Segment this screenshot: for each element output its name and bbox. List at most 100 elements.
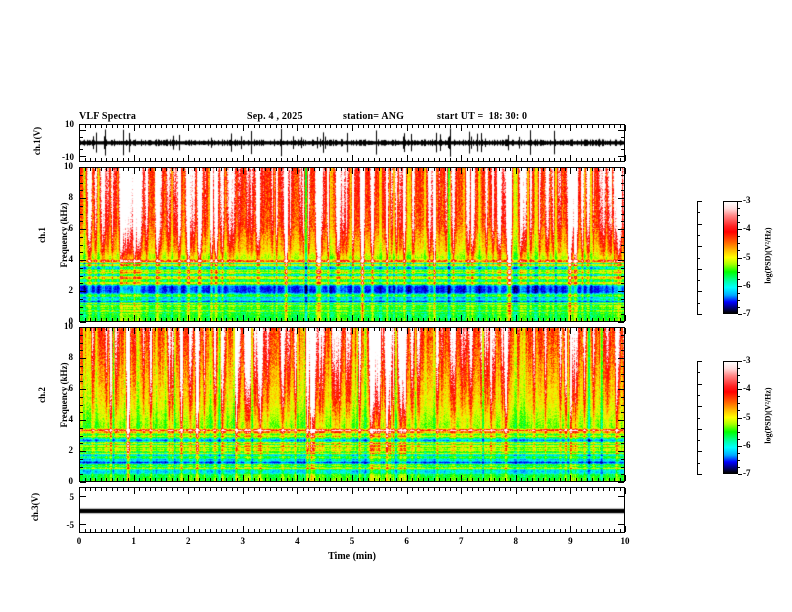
x-tick <box>297 125 299 131</box>
x-tick <box>417 529 419 532</box>
x-tick <box>253 158 255 161</box>
x-tick <box>581 318 583 321</box>
x-tick <box>330 168 332 171</box>
x-tick <box>543 478 545 481</box>
x-tick <box>423 158 424 161</box>
x-tick <box>253 488 255 491</box>
x-tick <box>111 168 113 171</box>
colorbar-ref-tick <box>697 383 702 385</box>
x-tick <box>614 318 616 321</box>
x-tick <box>390 529 392 532</box>
x-tick <box>433 168 435 171</box>
x-tick <box>526 168 528 171</box>
x-tick <box>182 125 184 128</box>
x-tick <box>586 318 588 321</box>
x-tick <box>199 125 201 128</box>
x-tick <box>614 328 616 331</box>
x-tick <box>302 168 304 171</box>
x-tick <box>346 158 348 161</box>
x-tick <box>423 168 424 171</box>
x-tick <box>559 125 561 128</box>
x-tick <box>603 488 605 491</box>
x-tick <box>117 529 119 532</box>
x-tick <box>221 488 222 491</box>
x-tick-label: 2 <box>185 536 191 546</box>
x-tick <box>564 125 566 128</box>
x-tick <box>581 168 583 171</box>
x-tick <box>286 318 288 321</box>
x-tick <box>341 168 343 171</box>
ch1-spectrogram-y-tick <box>618 260 624 261</box>
colorbar-ch1-tick-label: -7 <box>743 308 751 318</box>
x-tick <box>95 318 97 321</box>
x-tick <box>89 168 91 171</box>
x-tick-label: 10 <box>620 536 630 546</box>
x-tick <box>275 125 277 128</box>
x-tick <box>281 318 282 321</box>
x-tick <box>526 488 528 491</box>
x-tick <box>379 328 381 331</box>
x-tick <box>291 529 293 532</box>
x-tick <box>226 168 228 171</box>
x-tick <box>264 158 266 161</box>
x-tick <box>586 328 588 331</box>
ch1-spectrogram-y-tick <box>80 174 83 176</box>
x-tick <box>619 488 621 491</box>
x-tick <box>215 488 217 491</box>
colorbar-ch1-minor-tick <box>738 306 740 308</box>
x-tick <box>401 529 403 532</box>
x-tick <box>433 529 435 532</box>
x-tick <box>537 529 539 532</box>
x-tick <box>428 158 430 161</box>
x-tick <box>111 158 113 161</box>
x-tick <box>286 328 288 331</box>
x-tick <box>444 125 446 128</box>
x-tick <box>494 125 495 128</box>
x-tick <box>592 125 594 128</box>
x-tick <box>231 168 233 171</box>
x-tick <box>286 125 288 128</box>
x-tick <box>608 328 610 331</box>
colorbar-ref-tick <box>697 462 700 464</box>
x-tick <box>428 168 430 171</box>
ch2-spectrogram-y-tick <box>80 435 83 437</box>
x-tick <box>106 318 108 321</box>
ch2-spectrogram-y-tick <box>80 334 83 336</box>
x-tick <box>171 158 173 161</box>
x-tick <box>461 475 463 481</box>
ch1-spectrogram-y-tick <box>80 205 83 207</box>
x-tick <box>352 488 353 494</box>
x-tick <box>357 158 359 161</box>
x-tick <box>395 478 397 481</box>
x-tick <box>477 529 479 532</box>
x-tick <box>619 318 621 321</box>
x-tick <box>537 125 539 128</box>
x-tick <box>597 488 599 491</box>
x-tick <box>286 158 288 161</box>
x-tick <box>592 488 594 491</box>
x-tick <box>412 158 414 161</box>
colorbar-ref-tick <box>697 201 702 202</box>
x-tick <box>231 125 233 128</box>
x-tick <box>302 328 304 331</box>
x-tick <box>526 158 528 161</box>
x-tick <box>313 168 315 171</box>
x-tick <box>564 478 566 481</box>
x-tick <box>368 168 370 171</box>
x-tick <box>111 529 113 532</box>
x-tick <box>319 125 321 128</box>
x-tick <box>390 158 392 161</box>
ch2-spectrogram-y-tick-label: 10 <box>64 321 73 331</box>
x-tick <box>106 529 108 532</box>
x-tick <box>106 478 108 481</box>
x-tick <box>515 526 517 532</box>
x-tick <box>472 478 474 481</box>
x-tick <box>259 529 261 532</box>
x-tick <box>139 328 141 331</box>
x-tick <box>106 125 108 128</box>
x-tick <box>428 488 430 491</box>
x-tick <box>504 328 506 331</box>
x-tick <box>89 318 91 321</box>
x-tick-label: 1 <box>131 536 136 546</box>
ch1-spectrogram-y-tick <box>80 314 83 316</box>
